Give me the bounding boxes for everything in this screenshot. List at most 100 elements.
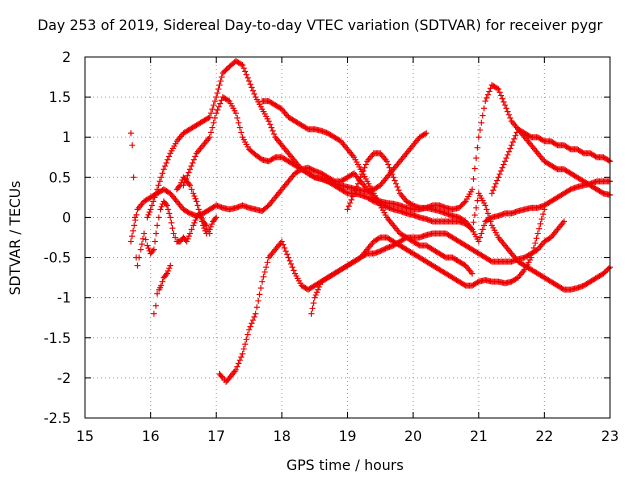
series-track-b	[144, 58, 430, 221]
data-point	[216, 82, 223, 89]
data-point	[500, 161, 507, 168]
data-point	[471, 165, 478, 172]
y-tick-label: -1.5	[44, 331, 71, 347]
data-point	[477, 234, 484, 241]
data-point	[605, 157, 612, 164]
data-point	[256, 291, 263, 298]
data-point	[475, 134, 482, 141]
data-point	[477, 127, 484, 134]
data-point	[248, 84, 255, 91]
ticks: 15 16 17 18 19 20 21 22 23 -2.5 -2 -1.5 -1 -0.5 0 0.5 1 1…	[44, 50, 619, 445]
data-point	[167, 214, 174, 221]
data-point	[130, 174, 137, 181]
data-point	[553, 141, 560, 148]
data-point	[474, 279, 481, 286]
data-point	[206, 226, 213, 233]
data-point	[386, 164, 393, 171]
data-point	[206, 114, 213, 121]
y-tick-label: 0.5	[49, 170, 71, 186]
data-point	[536, 225, 543, 232]
data-point	[534, 230, 541, 237]
data-point	[269, 127, 276, 134]
data-point	[242, 341, 249, 348]
data-point	[264, 203, 271, 210]
data-point	[600, 270, 607, 277]
data-point	[214, 90, 221, 97]
data-point	[484, 210, 491, 217]
data-point	[187, 230, 193, 237]
data-point	[383, 158, 390, 165]
data-point	[352, 187, 359, 194]
data-point	[138, 241, 145, 248]
data-point	[200, 222, 207, 229]
data-point	[244, 74, 251, 81]
data-point	[351, 190, 358, 197]
data-point	[559, 285, 566, 292]
data-point	[286, 257, 293, 264]
data-point	[197, 214, 204, 221]
data-point	[307, 165, 314, 172]
data-point	[495, 86, 502, 93]
data-point	[240, 65, 247, 72]
data-point	[134, 262, 141, 269]
data-point	[211, 114, 218, 121]
data-point	[160, 166, 167, 173]
data-point	[458, 202, 465, 209]
data-point	[150, 198, 157, 205]
data-point	[265, 118, 272, 125]
data-point	[355, 180, 361, 187]
data-point	[271, 131, 277, 138]
data-point	[512, 132, 519, 139]
y-tick-label: -1	[57, 291, 71, 307]
data-point	[376, 235, 382, 242]
data-point	[502, 158, 508, 165]
data-point	[483, 94, 490, 101]
data-point	[164, 156, 171, 163]
data-point	[159, 278, 166, 285]
data-point	[280, 241, 287, 248]
data-point	[377, 248, 384, 255]
x-axis-label: GPS time / hours	[286, 458, 403, 474]
data-point	[474, 144, 481, 151]
data-point	[378, 247, 385, 254]
data-point	[218, 74, 225, 81]
series-track-i	[127, 130, 213, 269]
data-point	[244, 331, 251, 338]
data-point	[469, 226, 476, 233]
data-point	[478, 119, 485, 126]
data-point	[176, 183, 183, 190]
data-point	[202, 227, 209, 234]
series-track-e	[308, 206, 548, 317]
data-point	[488, 190, 495, 197]
data-point	[169, 225, 176, 232]
data-point	[537, 220, 544, 227]
data-point	[129, 142, 136, 149]
data-point	[201, 225, 208, 232]
data-point	[257, 155, 264, 162]
data-point	[498, 92, 505, 99]
data-point	[505, 148, 512, 155]
data-point	[284, 251, 291, 258]
data-point	[457, 203, 464, 210]
data-point	[215, 86, 222, 93]
data-point	[185, 233, 192, 240]
data-point	[499, 164, 506, 171]
data-point	[209, 124, 216, 131]
data-point	[149, 247, 156, 254]
data-point	[150, 310, 157, 317]
data-point	[541, 206, 548, 213]
data-point	[469, 186, 476, 193]
data-point	[495, 174, 502, 181]
data-point	[154, 186, 161, 193]
data-point	[183, 238, 190, 245]
data-point	[185, 209, 192, 216]
data-point	[604, 266, 611, 273]
data-point	[390, 174, 397, 181]
data-point	[507, 114, 514, 121]
data-point	[369, 197, 376, 204]
data-point	[251, 313, 258, 320]
data-point	[187, 182, 193, 189]
data-point	[131, 214, 138, 221]
data-point	[314, 286, 321, 293]
data-point	[208, 221, 215, 228]
